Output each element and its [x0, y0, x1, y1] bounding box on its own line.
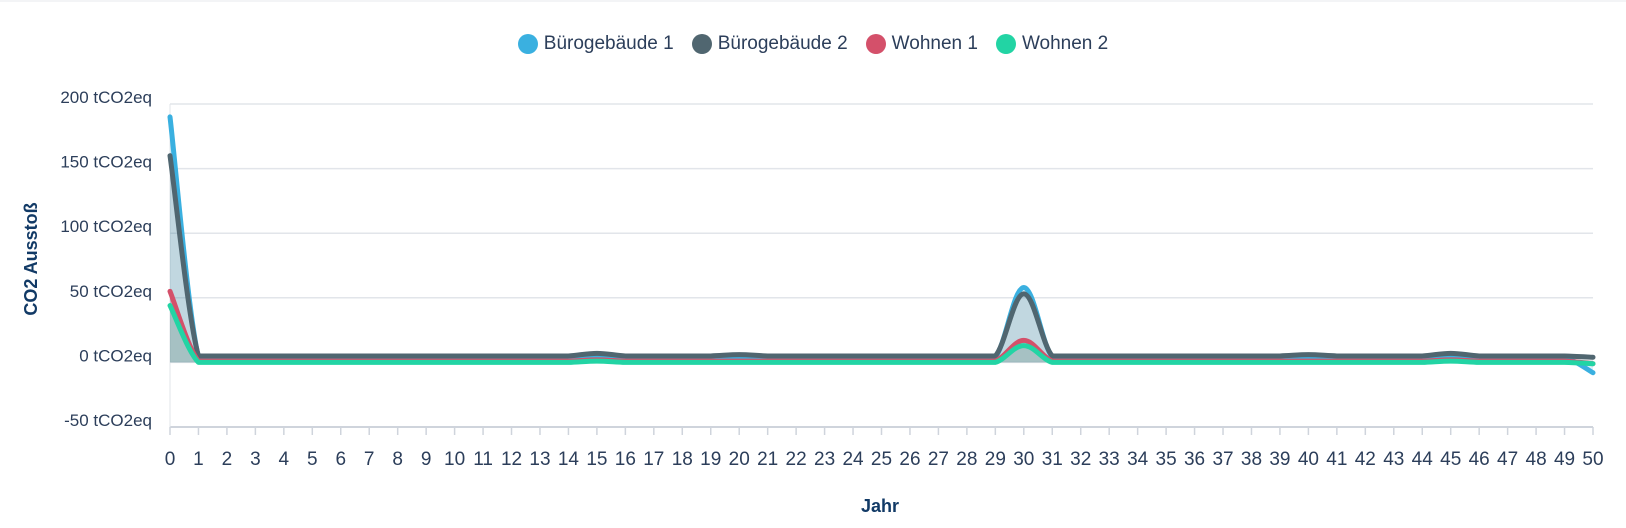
- x-tick-label: 37: [1212, 449, 1233, 470]
- x-tick-label: 2: [222, 449, 233, 470]
- x-tick-label: 26: [899, 449, 920, 470]
- series-areas: [170, 116, 1593, 373]
- x-tick-label: 39: [1269, 449, 1290, 470]
- x-tick-label: 29: [985, 449, 1006, 470]
- x-tick-label: 15: [586, 449, 607, 470]
- x-tick-label: 4: [279, 449, 290, 470]
- x-tick-label: 31: [1042, 449, 1063, 470]
- legend-marker: [995, 34, 1016, 54]
- legend-item-wohnen-2[interactable]: Wohnen 2: [995, 33, 1109, 55]
- x-tick-label: 23: [814, 449, 835, 470]
- x-tick-label: 44: [1412, 449, 1434, 470]
- x-tick-label: 45: [1440, 449, 1461, 470]
- grid-lines: [169, 103, 1593, 428]
- x-tick-label: 5: [307, 449, 318, 470]
- legend-item-buerogebaeude-1[interactable]: Bürogebäude 1: [517, 33, 674, 55]
- legend-item-buerogebaeude-2[interactable]: Bürogebäude 2: [691, 33, 848, 55]
- y-tick-label: 150 tCO2eq: [60, 153, 152, 172]
- legend: Bürogebäude 1 Bürogebäude 2 Wohnen 1 Woh…: [0, 33, 1626, 55]
- series-line-1[interactable]: [167, 153, 1596, 360]
- x-tick-label: 8: [392, 449, 403, 470]
- y-tick-label: 100 tCO2eq: [60, 217, 152, 236]
- x-tick-label: 12: [501, 449, 522, 470]
- x-tick-label: 41: [1326, 449, 1347, 470]
- x-tick-label: 20: [729, 449, 750, 470]
- series-area: [170, 155, 1593, 363]
- y-axis-ticks: 200 tCO2eq 150 tCO2eq 100 tCO2eq 50 tCO2eq 0…: [60, 88, 152, 430]
- y-tick-label: 50 tCO2eq: [70, 282, 152, 301]
- x-tick-label: 6: [335, 449, 346, 470]
- legend-marker: [865, 34, 886, 54]
- x-tick-label: 25: [871, 449, 892, 470]
- x-tick-label: 3: [250, 449, 261, 470]
- x-tick-label: 9: [421, 449, 432, 470]
- x-tick-label: 24: [842, 449, 864, 470]
- x-tick-label: 27: [928, 449, 949, 470]
- x-tick-label: 46: [1469, 449, 1490, 470]
- series-lines: [167, 114, 1596, 376]
- legend-label: Wohnen 2: [1021, 33, 1109, 54]
- x-tick-label: 10: [444, 449, 465, 470]
- x-tick-label: 32: [1070, 449, 1091, 470]
- x-tick-label: 17: [643, 449, 664, 470]
- top-border: [0, 0, 1626, 2]
- x-tick-label: 40: [1298, 449, 1319, 470]
- series-area: [170, 291, 1593, 364]
- legend-label: Bürogebäude 1: [543, 33, 674, 54]
- legend-marker: [517, 34, 538, 54]
- legend-label: Bürogebäude 2: [717, 33, 848, 54]
- x-tick-label: 48: [1526, 449, 1547, 470]
- series-area: [170, 116, 1593, 373]
- x-tick-label: 30: [1013, 449, 1034, 470]
- series-line-3[interactable]: [167, 303, 1596, 367]
- x-tick-label: 21: [757, 449, 778, 470]
- x-axis-title: Jahr: [861, 496, 899, 516]
- x-tick-label: 36: [1184, 449, 1205, 470]
- x-tick-label: 49: [1554, 449, 1575, 470]
- x-tick-label: 50: [1582, 449, 1603, 470]
- legend-marker: [691, 34, 712, 54]
- x-tick-label: 18: [672, 449, 693, 470]
- x-tick-label: 43: [1383, 449, 1404, 470]
- x-tick-label: 1: [193, 449, 204, 470]
- x-tick-label: 14: [558, 449, 580, 470]
- y-axis-title: CO2 Ausstoß: [21, 202, 41, 315]
- x-tick-label: 34: [1127, 449, 1149, 470]
- legend-item-wohnen-1[interactable]: Wohnen 1: [865, 33, 978, 55]
- x-tick-label: 16: [615, 449, 636, 470]
- x-tick-label: 33: [1099, 449, 1120, 470]
- x-tick-label: 13: [529, 449, 550, 470]
- y-tick-label: 0 tCO2eq: [79, 346, 152, 365]
- x-tick-label: 38: [1241, 449, 1262, 470]
- series-line-2[interactable]: [167, 288, 1596, 367]
- x-tick-label: 42: [1355, 449, 1376, 470]
- x-tick-label: 35: [1156, 449, 1177, 470]
- x-tick-label: 47: [1497, 449, 1518, 470]
- x-tick-label: 7: [364, 449, 375, 470]
- x-tick-label: 19: [700, 449, 721, 470]
- x-tick-label: 11: [473, 449, 493, 470]
- y-tick-label: -50 tCO2eq: [64, 411, 152, 430]
- x-tick-label: 22: [786, 449, 807, 470]
- x-tick-label: 28: [956, 449, 977, 470]
- x-tick-label: 0: [165, 449, 176, 470]
- x-axis: 0 1 2 3 4 5 6 7 8 9 10 11 12 13 14 15 16 17 18 19 20 21 22 23 24…: [165, 427, 1604, 470]
- series-line-0[interactable]: [167, 114, 1596, 376]
- y-tick-label: 200 tCO2eq: [60, 88, 152, 107]
- legend-label: Wohnen 1: [891, 33, 978, 54]
